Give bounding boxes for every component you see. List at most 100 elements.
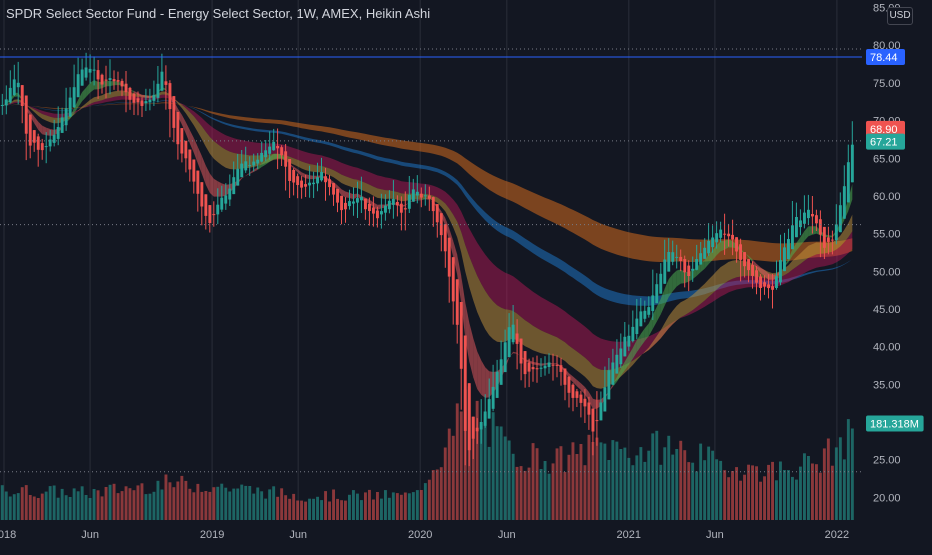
candle-body (799, 220, 802, 228)
candle-body (395, 202, 399, 206)
volume-bar (731, 471, 734, 520)
volume-bar (427, 479, 431, 520)
volume-bar (815, 464, 818, 520)
candle-body (527, 362, 531, 372)
ribbon-short-segment (74, 99, 79, 114)
volume-bar (188, 488, 192, 520)
currency-button[interactable]: USD (887, 7, 913, 25)
candle-body (842, 186, 846, 219)
ribbon-short-segment (134, 91, 138, 95)
candle-body (368, 203, 371, 211)
candle-body (411, 189, 415, 202)
candle-body (16, 82, 20, 88)
volume-bar (399, 494, 403, 520)
price-axis-badge-label: 68.90 (870, 124, 898, 136)
volume-bar (288, 498, 292, 520)
volume-bar (607, 460, 611, 520)
candle-body (152, 94, 156, 101)
ribbon-short-segment (94, 80, 99, 90)
ribbon-short-segment (760, 267, 765, 276)
volume-bar (384, 490, 387, 520)
ribbon-short-segment (469, 322, 474, 378)
candle-body (523, 351, 527, 375)
volume-bar (735, 467, 738, 520)
candle-body (635, 318, 639, 334)
candle-body (96, 70, 100, 80)
ribbon-short-segment (337, 185, 342, 196)
volume-bar (220, 483, 224, 520)
candle-body (184, 140, 188, 159)
candle-body (603, 387, 607, 412)
volume-bar (543, 461, 547, 520)
candle-body (846, 162, 850, 203)
candle-body (687, 265, 691, 276)
ribbon-short-segment (34, 116, 39, 130)
y-tick-label: 25.00 (873, 455, 901, 467)
volume-bar (531, 443, 535, 520)
volume-bar (96, 490, 100, 520)
candle-body (112, 79, 116, 82)
candle-body (539, 367, 543, 369)
candle-body (236, 168, 240, 186)
candle-body (639, 311, 643, 327)
volume-bar (64, 495, 68, 520)
ribbon-short-segment (804, 226, 809, 241)
ribbon-short-segment (138, 92, 142, 98)
volume-bar (16, 493, 20, 520)
volume-bar (818, 472, 822, 520)
candle-body (168, 83, 172, 110)
candle-body (344, 202, 347, 210)
candle-body (571, 384, 575, 398)
price-axis-badge (866, 415, 924, 432)
volume-bar (635, 455, 639, 520)
candle-body (292, 170, 296, 183)
candle-body (360, 196, 363, 201)
candle-body (108, 78, 112, 80)
candle-body (376, 210, 379, 219)
ribbon-short-segment (680, 269, 685, 284)
candle-body (188, 149, 192, 170)
volume-bar (316, 496, 319, 520)
candle-body (575, 391, 579, 398)
candle-body (264, 150, 268, 158)
volume-bar (44, 491, 48, 520)
candle-body (356, 198, 359, 203)
ribbon-short-segment (780, 265, 785, 273)
volume-bar (431, 470, 435, 520)
candle-body (815, 215, 818, 224)
volume-bar (651, 433, 655, 520)
candle-body (431, 197, 435, 212)
volume-bar (180, 475, 184, 520)
volume-bar (228, 491, 232, 520)
candle-body (818, 219, 822, 235)
volume-bar (0, 485, 4, 520)
ribbon-long-orange (2, 102, 853, 263)
ribbon-short-segment (573, 376, 577, 387)
volume-bar (20, 487, 24, 520)
volume-bar (515, 466, 519, 520)
candle-body (607, 370, 611, 400)
candle-body (36, 136, 40, 150)
ribbon-short-segment (445, 218, 450, 241)
candle-body (667, 252, 671, 272)
candle-body (551, 364, 555, 366)
ribbon-short-segment (792, 242, 797, 256)
ribbon-short-segment (744, 252, 749, 257)
ribbon-short-segment (636, 333, 641, 353)
ribbon-short-segment (808, 226, 813, 237)
volume-bar (120, 491, 124, 520)
volume-bar (830, 465, 834, 520)
volume-bar (803, 453, 806, 520)
x-tick-label: 2019 (200, 529, 224, 541)
volume-bar (787, 470, 790, 520)
candle-body (256, 159, 260, 164)
ribbon-short-segment (569, 373, 573, 383)
candle-body (771, 286, 774, 290)
candle-body (507, 327, 511, 358)
volume-bar (667, 435, 671, 520)
volume-bar (799, 466, 802, 520)
volume-bar (631, 465, 635, 520)
candle-body (555, 364, 559, 366)
